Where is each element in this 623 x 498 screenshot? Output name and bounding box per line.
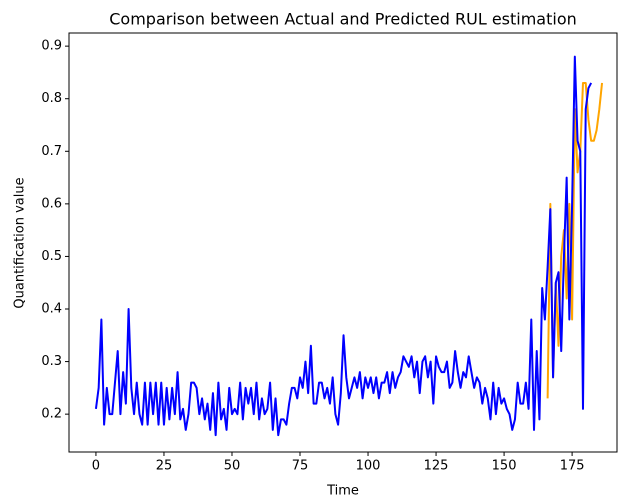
y-tick-label: 0.7 [41,144,62,159]
x-tick-label: 50 [224,459,241,474]
y-tick-label: 0.3 [41,354,62,369]
chart-title: Comparison between Actual and Predicted … [109,10,577,29]
y-tick-label: 0.4 [41,302,62,317]
x-axis-label: Time [326,484,359,498]
y-tick-label: 0.5 [41,249,62,264]
line-series [94,55,593,437]
x-tick-label: 125 [424,459,449,474]
y-tick-label: 0.8 [41,91,62,106]
y-tick-label: 0.9 [41,39,62,54]
y-tick-label: 0.6 [41,196,62,211]
plot-frame [68,32,618,453]
x-tick-label: 25 [156,459,173,474]
y-tick-label: 0.2 [41,407,62,422]
x-tick-label: 175 [560,459,585,474]
x-tick-label: 0 [92,459,100,474]
line-series [546,81,604,399]
x-tick-label: 75 [292,459,309,474]
x-tick-label: 150 [492,459,517,474]
y-axis-label: Quantification value [13,177,28,308]
x-tick-label: 100 [356,459,381,474]
